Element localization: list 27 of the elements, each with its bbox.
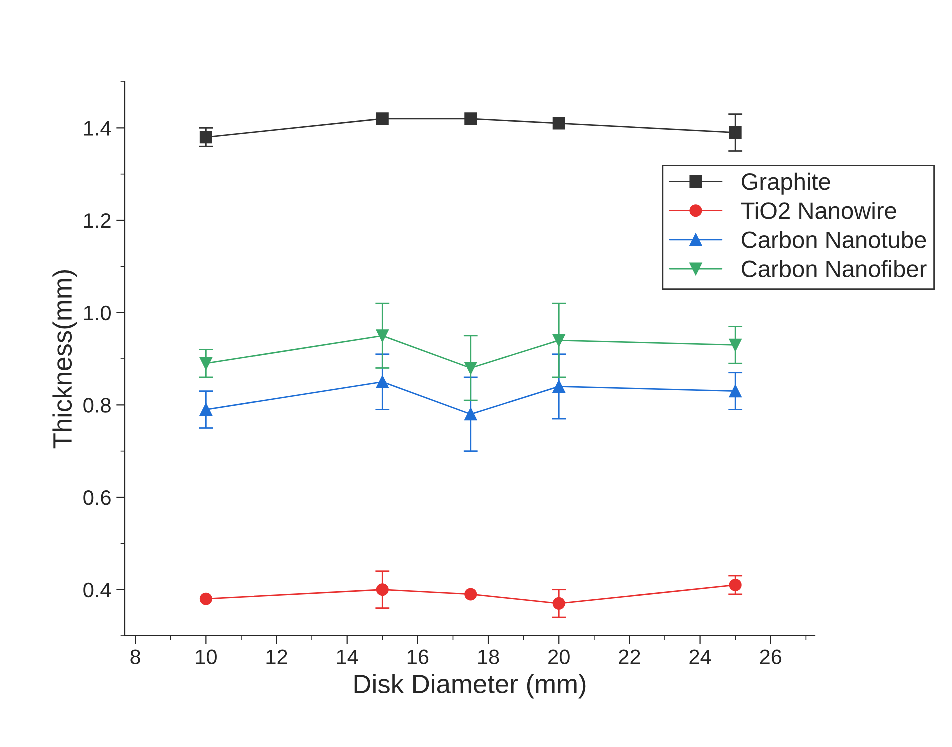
point [200, 592, 212, 606]
x-tick-label: 24 [690, 650, 712, 664]
x-tick-label: 16 [408, 650, 429, 664]
y-tick-label: 1.2 [84, 214, 111, 228]
y-axis-title: Thickness(mm) [52, 270, 78, 449]
point [464, 588, 478, 601]
x-tick-label: 26 [760, 650, 782, 664]
legend-label: Graphite [742, 172, 830, 195]
point [552, 117, 566, 130]
y-tick-label: 1.4 [84, 121, 112, 136]
x-tick-label: 10 [196, 650, 217, 664]
x-tick-label: 12 [266, 650, 288, 664]
legend-label: TiO2 Nanowire [741, 202, 896, 220]
y-tick-label: 1.0 [84, 306, 111, 321]
x-tick-label: 8 [130, 650, 140, 664]
point [376, 112, 389, 126]
legend-label: Carbon Nanofiber [742, 260, 927, 278]
y-tick-label: 0.8 [84, 398, 111, 413]
x-tick-label: 14 [337, 650, 358, 664]
y-tick-label: 0.6 [84, 490, 111, 506]
point [464, 112, 478, 126]
y-tick-label: 0.4 [84, 582, 112, 598]
x-tick-label: 22 [619, 650, 640, 664]
x-tick-label: 20 [548, 650, 570, 664]
x-axis-title: Disk Diameter (mm) [354, 674, 586, 699]
x-tick-label: 18 [478, 650, 500, 664]
legend-label: Carbon Nanotube [742, 231, 926, 248]
